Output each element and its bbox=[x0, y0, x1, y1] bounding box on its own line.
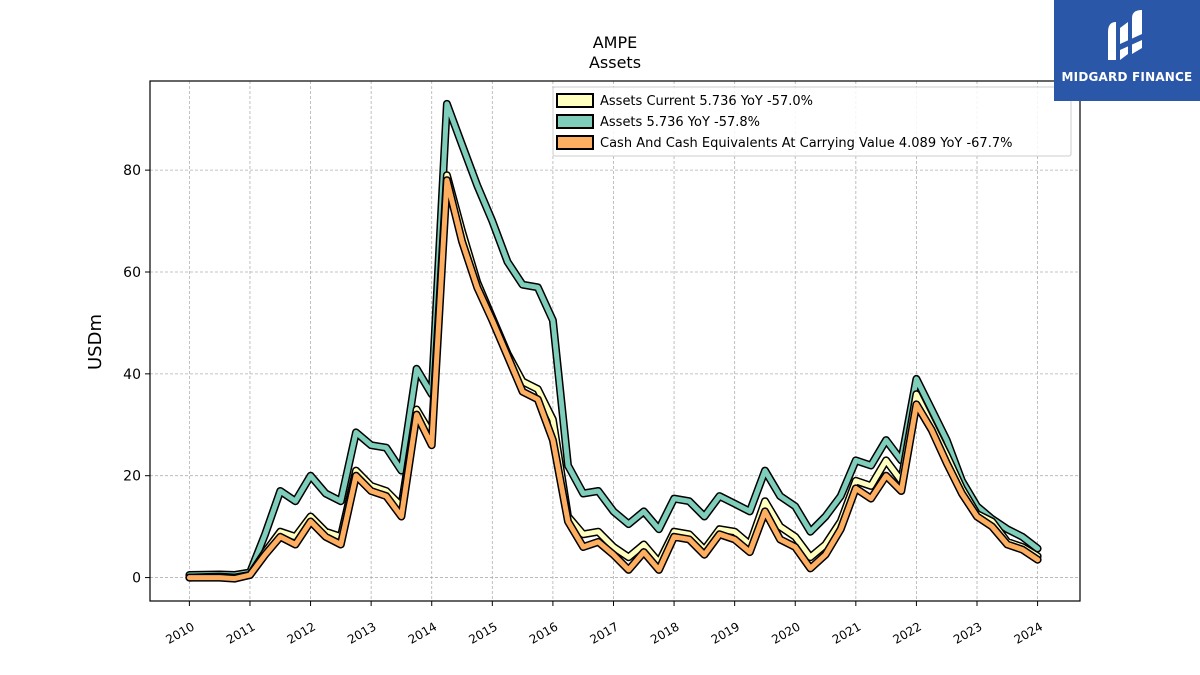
x-tick-label: 2016 bbox=[527, 619, 560, 646]
legend-box bbox=[552, 86, 1072, 157]
x-tick-label: 2024 bbox=[1012, 619, 1045, 646]
y-tick-label: 20 bbox=[123, 469, 141, 485]
y-tick-label: 40 bbox=[123, 367, 141, 383]
y-tick-label: 0 bbox=[132, 571, 141, 587]
x-tick-label: 2011 bbox=[224, 619, 257, 646]
series-line-cash-and-cash-equivalents-at-carrying-value bbox=[186, 177, 1041, 582]
x-tick-label: 2015 bbox=[466, 619, 499, 646]
legend-entry: Assets 5.736 YoY -57.8% bbox=[600, 115, 760, 130]
brand-logo: MIDGARD FINANCE bbox=[1054, 0, 1200, 101]
x-tick-label: 2014 bbox=[406, 619, 439, 646]
x-tick-label: 2021 bbox=[830, 619, 863, 646]
x-tick-label: 2019 bbox=[709, 619, 742, 646]
x-tick-label: 2018 bbox=[648, 619, 681, 646]
x-tick-label: 2010 bbox=[163, 619, 196, 646]
series-layer bbox=[185, 99, 1042, 583]
legend: Assets Current 5.736 YoY -57.0% Assets 5.… bbox=[552, 86, 1072, 157]
legend-swatch bbox=[556, 135, 594, 150]
legend-entry: Assets Current 5.736 YoY -57.0% bbox=[600, 94, 813, 109]
y-tick-label: 80 bbox=[123, 163, 141, 179]
chart-subtitle: Assets bbox=[589, 53, 641, 72]
grid bbox=[150, 81, 1080, 601]
x-tick-label: 2013 bbox=[345, 619, 378, 646]
legend-swatch bbox=[556, 93, 594, 108]
x-tick-label: 2023 bbox=[951, 619, 984, 646]
legend-entry: Cash And Cash Equivalents At Carrying Va… bbox=[600, 136, 1012, 151]
brand-name: MIDGARD FINANCE bbox=[1061, 70, 1193, 84]
x-tick-label: 2020 bbox=[769, 619, 802, 646]
series-outline-assets bbox=[185, 99, 1042, 579]
y-tick-label: 60 bbox=[123, 265, 141, 281]
legend-swatch bbox=[556, 114, 594, 129]
x-tick-label: 2017 bbox=[588, 619, 621, 646]
midgard-logo-icon bbox=[1108, 10, 1142, 60]
y-axis-label: USDm bbox=[85, 314, 106, 370]
series-line-assets bbox=[186, 101, 1041, 578]
x-tick-label: 2012 bbox=[285, 619, 318, 646]
chart-title: AMPE bbox=[593, 33, 638, 52]
plot-frame bbox=[149, 80, 1081, 602]
axis-ticks: 0 20 40 60 80 2010 2011 2012 2013 2014 2015 2016 201… bbox=[123, 163, 1045, 647]
x-tick-label: 2022 bbox=[890, 619, 923, 646]
